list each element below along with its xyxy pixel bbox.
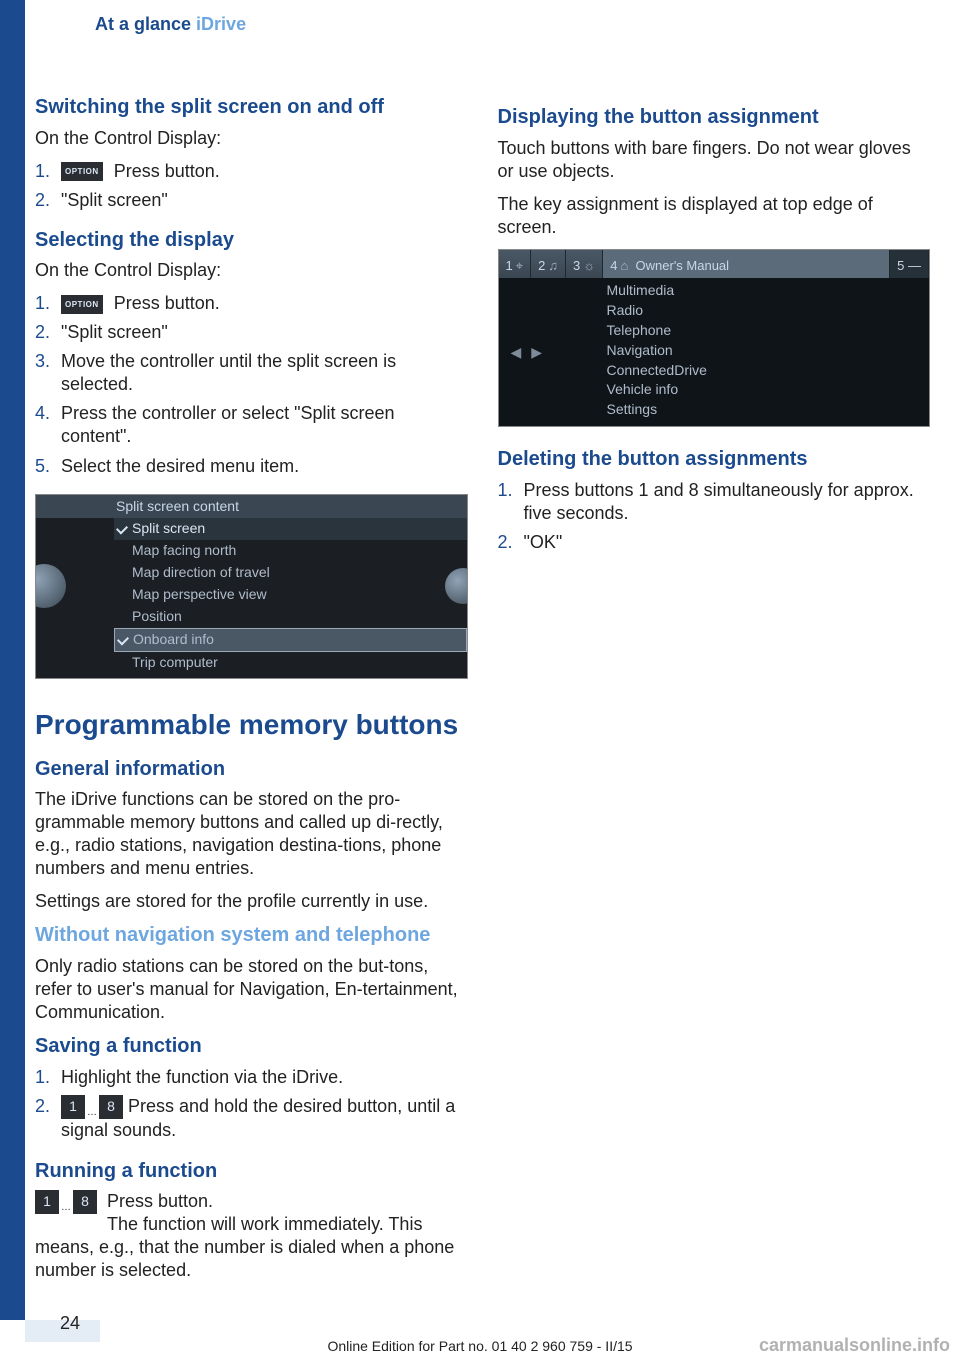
heading-display: Displaying the button assignment (498, 105, 931, 131)
menu-item: ConnectedDrive (599, 361, 930, 381)
paragraph: On the Control Display: (35, 127, 468, 150)
page-header: At a glance iDrive (25, 0, 960, 50)
step-text: Select the desired menu item. (61, 455, 468, 478)
run-p2: The function will work immediately. This… (35, 1214, 454, 1280)
split-item: Position (114, 606, 467, 628)
heading-switching: Switching the split screen on and off (35, 95, 468, 121)
tab: 2♫ (531, 250, 566, 278)
menu-item: Settings (599, 400, 930, 420)
figure-split-screen: Split screen content Split screen Map fa… (35, 494, 468, 679)
option-button-icon: OPTION (61, 162, 103, 181)
menu-item: Radio (599, 301, 930, 321)
steps-switch: 1.OPTION Press button. 2."Split screen" (35, 160, 468, 212)
step-text: "Split screen" (61, 321, 468, 344)
steps-select: 1.OPTION Press button. 2."Split screen" … (35, 292, 468, 477)
ellipsis-icon: … (61, 1202, 71, 1215)
list-number: 2. (35, 189, 61, 212)
steps-save: 1.Highlight the function via the iDrive.… (35, 1066, 468, 1143)
split-item: Split screen (114, 518, 467, 540)
memory-button-8-icon: 8 (73, 1190, 97, 1214)
steps-delete: 1.Press buttons 1 and 8 simultaneously f… (498, 479, 931, 554)
list-number: 2. (35, 321, 61, 344)
heading-deleting: Deleting the button assignments (498, 447, 931, 473)
tab: 1⌖ (499, 250, 532, 278)
figure-menu: Multimedia Radio Telephone Navigation Co… (499, 278, 930, 426)
idrive-knob-icon (35, 564, 66, 608)
figure-header: Split screen content (36, 495, 467, 519)
breadcrumb-1: At a glance (95, 14, 191, 34)
tab-active-label: Owner's Manual (636, 258, 730, 275)
menu-item: Navigation (599, 341, 930, 361)
list-number: 1. (498, 479, 524, 502)
heading-memory: Programmable memory buttons (35, 707, 468, 743)
tab-active: 4⌂ Owner's Manual (603, 250, 890, 278)
watermark: carmanualsonline.info (759, 1335, 950, 1356)
split-item: Trip computer (114, 652, 467, 674)
menu-item: Multimedia (599, 281, 930, 301)
paragraph: Touch buttons with bare fingers. Do not … (498, 137, 931, 183)
list-number: 2. (498, 531, 524, 554)
step-text: Press button. (114, 161, 220, 181)
step-text: Highlight the function via the iDrive. (61, 1066, 468, 1089)
page-number: 24 (60, 1313, 80, 1334)
step-text: Press the controller or select "Split sc… (61, 402, 468, 448)
step-text: Press buttons 1 and 8 simultaneously for… (524, 479, 931, 525)
tab: 5 — (890, 250, 929, 278)
menu-item: Vehicle info (599, 380, 930, 400)
menu-item: Telephone (599, 321, 930, 341)
memory-button-8-icon: 8 (99, 1095, 123, 1119)
split-item: Map perspective view (114, 584, 467, 606)
paragraph: On the Control Display: (35, 259, 468, 282)
idrive-arrows-icon: ◀▶ (511, 344, 543, 362)
split-item: Map direction of travel (114, 562, 467, 584)
paragraph: 1…8 Press button. The function will work… (35, 1190, 468, 1282)
tab: 3☼ (566, 250, 603, 278)
step-text: "Split screen" (61, 189, 468, 212)
breadcrumb-2: iDrive (196, 14, 246, 34)
heading-selecting: Selecting the display (35, 228, 468, 254)
heading-running: Running a function (35, 1159, 468, 1185)
split-item: Map facing north (114, 540, 467, 562)
step-text: Move the controller until the split scre… (61, 350, 468, 396)
step-text: "OK" (524, 531, 931, 554)
step-text: Press button. (114, 293, 220, 313)
list-number: 3. (35, 350, 61, 373)
run-p1: Press button. (107, 1191, 213, 1211)
paragraph: Only radio stations can be stored on the… (35, 955, 468, 1024)
side-bar (0, 0, 25, 1320)
paragraph: The key assignment is displayed at top e… (498, 193, 931, 239)
list-number: 1. (35, 292, 61, 315)
ellipsis-icon: … (87, 1107, 97, 1120)
heading-saving: Saving a function (35, 1034, 468, 1060)
paragraph: The iDrive functions can be stored on th… (35, 788, 468, 880)
memory-button-1-icon: 1 (35, 1190, 59, 1214)
content-columns: Switching the split screen on and off On… (35, 95, 930, 1302)
figure-tabs: 1⌖ 2♫ 3☼ 4⌂ Owner's Manual 5 — (499, 250, 930, 278)
running-block: 1…8 Press button. The function will work… (35, 1190, 468, 1282)
memory-button-1-icon: 1 (61, 1095, 85, 1119)
list-number: 5. (35, 455, 61, 478)
figure-items: Split screen Map facing north Map direct… (114, 518, 467, 673)
list-number: 1. (35, 160, 61, 183)
heading-nonav: Without navigation system and telephone (35, 923, 468, 949)
figure-owners-manual: 1⌖ 2♫ 3☼ 4⌂ Owner's Manual 5 — ◀▶ Multim… (498, 249, 931, 427)
list-number: 1. (35, 1066, 61, 1089)
split-item-selected: Onboard info (114, 628, 467, 652)
memory-button-group: 1…8 (35, 1190, 97, 1215)
option-button-icon: OPTION (61, 295, 103, 314)
heading-general: General information (35, 757, 468, 783)
paragraph: Settings are stored for the profile curr… (35, 890, 468, 913)
breadcrumb: At a glance iDrive (95, 14, 246, 34)
list-number: 2. (35, 1095, 61, 1118)
list-number: 4. (35, 402, 61, 425)
